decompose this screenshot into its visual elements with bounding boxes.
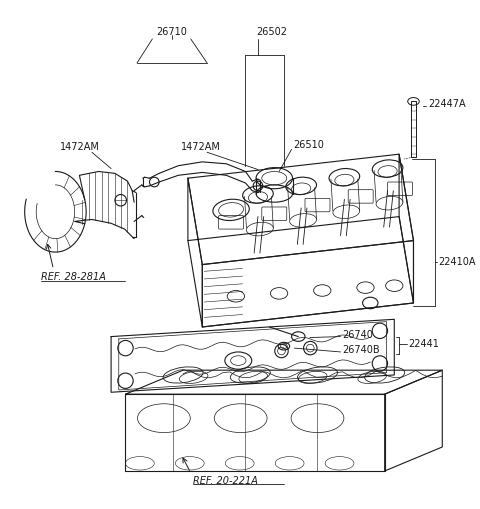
Text: 22410A: 22410A [438, 257, 476, 267]
Text: 26710: 26710 [156, 27, 187, 37]
Text: 1472AM: 1472AM [60, 142, 100, 152]
Text: 22447A: 22447A [428, 99, 466, 109]
Text: REF. 20-221A: REF. 20-221A [192, 475, 258, 486]
Text: 26510: 26510 [293, 139, 324, 150]
Bar [410, 101, 416, 157]
Text: 26740: 26740 [342, 330, 373, 340]
Text: REF. 28-281A: REF. 28-281A [41, 272, 106, 282]
Text: 26740B: 26740B [342, 345, 380, 355]
Text: 1472AM: 1472AM [181, 142, 221, 152]
Text: 26502: 26502 [256, 27, 287, 37]
Text: 22441: 22441 [408, 340, 440, 349]
